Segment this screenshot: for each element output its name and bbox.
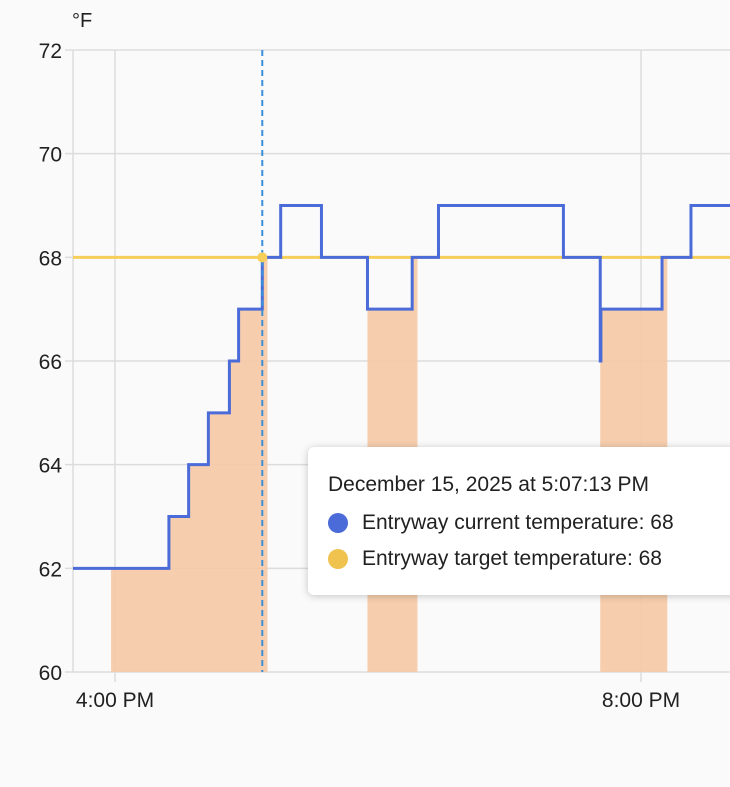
- tooltip-row-target: Entryway target temperature: 68: [328, 541, 728, 577]
- y-tick-label: 70: [39, 144, 62, 167]
- y-tick-label: 62: [39, 558, 62, 581]
- chart-tooltip: December 15, 2025 at 5:07:13 PM Entryway…: [308, 447, 730, 595]
- y-axis-unit-label: °F: [72, 10, 93, 32]
- y-tick-label: 72: [39, 40, 62, 63]
- tooltip-target-value: Entryway target temperature: 68: [362, 547, 662, 570]
- tooltip-current-value: Entryway current temperature: 68: [362, 511, 674, 534]
- legend-dot-current-icon: [328, 513, 348, 533]
- x-tick-label: 8:00 PM: [602, 689, 680, 712]
- y-tick-label: 64: [39, 455, 63, 478]
- current-temperature-line: [73, 204, 730, 570]
- hover-point-marker: [257, 252, 268, 263]
- tooltip-timestamp: December 15, 2025 at 5:07:13 PM: [328, 473, 650, 496]
- y-tick-label: 68: [39, 247, 62, 270]
- y-tick-label: 60: [39, 662, 62, 685]
- legend-dot-target-icon: [328, 549, 348, 569]
- tooltip-row-current: Entryway current temperature: 68: [328, 505, 728, 541]
- y-tick-label: 66: [39, 351, 62, 374]
- x-tick-label: 4:00 PM: [76, 689, 154, 712]
